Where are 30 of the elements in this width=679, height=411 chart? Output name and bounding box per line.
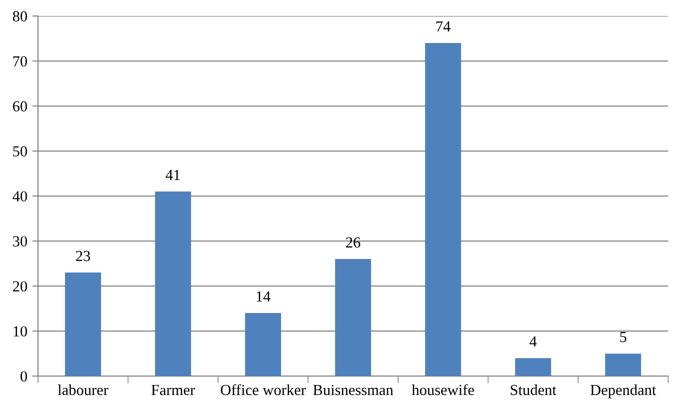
bar <box>245 313 282 376</box>
x-tick-label: labourer <box>58 384 108 396</box>
data-label: 26 <box>346 237 360 248</box>
y-tick-label: 20 <box>13 281 28 292</box>
data-label: 41 <box>166 170 180 180</box>
bar <box>425 43 462 376</box>
y-tick-label: 80 <box>12 11 28 22</box>
y-tick-label: 50 <box>13 146 28 156</box>
x-tick-label: Buisnessman <box>313 384 394 396</box>
bar <box>65 272 102 376</box>
x-tick-label: housewife <box>412 384 474 396</box>
data-label: 4 <box>530 336 537 346</box>
x-tick-label: Farmer <box>151 384 195 396</box>
y-tick-label: 60 <box>12 101 28 112</box>
y-tick-label: 30 <box>13 236 28 247</box>
data-label: 23 <box>76 250 90 262</box>
data-label: 74 <box>436 21 450 32</box>
bar <box>515 358 552 376</box>
bar <box>605 354 642 376</box>
x-tick-label: Student <box>510 384 556 396</box>
x-tick-label: Office worker <box>220 384 306 396</box>
x-tick-label: Dependant <box>590 384 656 398</box>
bar <box>155 192 192 376</box>
data-label: 5 <box>620 332 626 342</box>
y-tick-label: 70 <box>13 56 28 66</box>
y-tick-label: 0 <box>20 371 28 382</box>
bar <box>335 259 372 376</box>
y-tick-label: 10 <box>14 326 28 337</box>
y-tick-label: 40 <box>12 191 28 202</box>
data-label: 14 <box>256 291 270 302</box>
